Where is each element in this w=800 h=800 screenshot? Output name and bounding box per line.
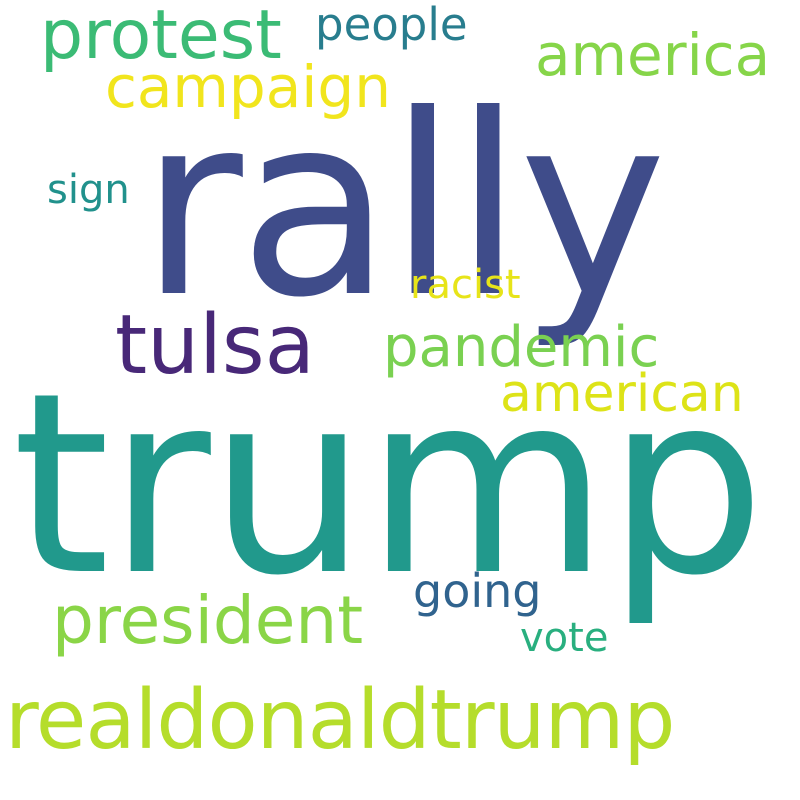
word-tulsa: tulsa [115, 298, 315, 393]
word-america: america [535, 21, 771, 89]
word-campaign: campaign [105, 53, 391, 121]
word-president: president [52, 582, 364, 659]
word-pandemic: pandemic [383, 315, 660, 380]
word-rally: rally [140, 61, 667, 352]
word-realdonaldtrump: realdonaldtrump [5, 673, 675, 768]
word-going: going [413, 564, 542, 618]
word-american: american [500, 364, 744, 424]
word-sign: sign [47, 167, 130, 213]
word-trump: trump [12, 339, 765, 630]
word-vote: vote [520, 615, 609, 661]
word-people: people [315, 0, 468, 51]
word-protest: protest [40, 0, 282, 75]
word-racist: racist [410, 262, 521, 308]
